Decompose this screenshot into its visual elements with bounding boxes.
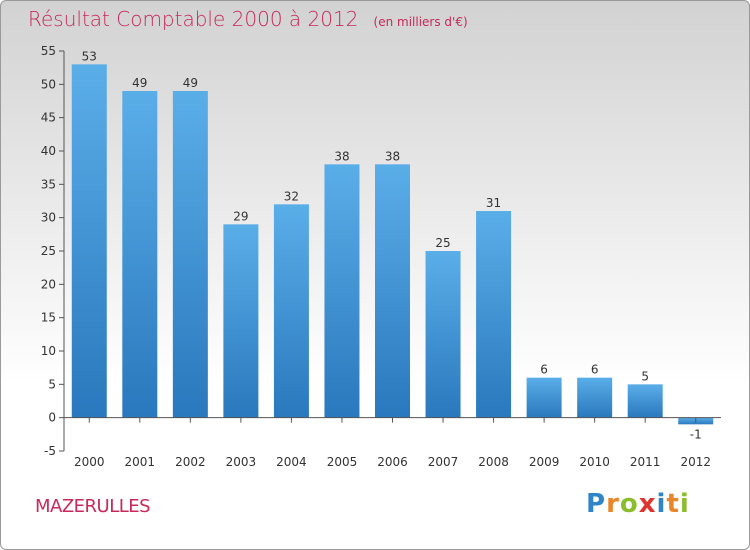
y-tick-label: 35 xyxy=(41,177,56,191)
y-tick-label: 5 xyxy=(48,377,56,391)
bar-2003 xyxy=(223,224,259,418)
chart-title: Résultat Comptable 2000 à 2012 xyxy=(28,7,359,31)
bar-2011 xyxy=(627,384,663,418)
data-label-2005: 38 xyxy=(334,149,349,163)
y-axis: -5 0 5 10 15 20 25 30 35 40 45 50 55 xyxy=(41,44,65,458)
bar-2007 xyxy=(425,251,461,418)
logo-letter: x xyxy=(638,489,657,519)
x-axis: 2000 2001 2002 2003 2004 2005 2006 2007 2008 2009… xyxy=(64,417,721,469)
y-tick-label: 0 xyxy=(48,411,56,425)
x-tick-label: 2004 xyxy=(276,455,307,469)
logo-letter: P xyxy=(586,489,607,519)
data-label-2011: 5 xyxy=(641,369,649,383)
y-tick-label: 50 xyxy=(41,77,56,91)
bar-2006 xyxy=(375,164,410,418)
x-tick-label: 2007 xyxy=(428,455,459,469)
y-tick-label: -5 xyxy=(44,444,56,458)
x-tick-label: 2011 xyxy=(630,455,661,469)
y-tick-label: 40 xyxy=(41,144,56,158)
logo-letter: i xyxy=(656,489,667,519)
logo-letter: t xyxy=(666,489,680,519)
bar-2001 xyxy=(122,91,158,418)
y-tick-label: 45 xyxy=(41,111,56,125)
x-tick-label: 2006 xyxy=(377,455,408,469)
bar-2005 xyxy=(324,164,360,418)
logo-letter: o xyxy=(619,489,639,519)
proxiti-logo: Proxiti xyxy=(586,489,690,519)
x-tick-label: 2000 xyxy=(74,455,105,469)
x-tick-label: 2009 xyxy=(529,455,560,469)
x-tick-label: 2012 xyxy=(680,455,711,469)
y-tick-label: 55 xyxy=(41,44,56,58)
data-label-2012: -1 xyxy=(690,427,702,441)
bar-2000 xyxy=(71,64,107,418)
data-label-2002: 49 xyxy=(183,76,198,90)
data-label-2007: 25 xyxy=(435,236,450,250)
y-tick-label: 15 xyxy=(41,311,56,325)
x-tick-label: 2008 xyxy=(478,455,509,469)
logo-letter: r xyxy=(606,489,620,519)
data-label-2004: 32 xyxy=(284,189,299,203)
bar-2010 xyxy=(577,377,613,418)
data-label-2006: 38 xyxy=(385,149,400,163)
x-tick-label: 2010 xyxy=(579,455,610,469)
bar-2004 xyxy=(273,204,309,418)
x-tick-label: 2005 xyxy=(327,455,358,469)
data-label-2003: 29 xyxy=(233,209,248,223)
chart-subtitle: (en milliers d'€) xyxy=(373,15,468,29)
logo-letter: i xyxy=(679,489,690,519)
x-tick-label: 2003 xyxy=(226,455,257,469)
title-block: Résultat Comptable 2000 à 2012 (en milli… xyxy=(28,7,468,31)
y-tick-label: 20 xyxy=(41,277,56,291)
y-tick-label: 30 xyxy=(41,211,56,225)
bar-2009 xyxy=(526,377,562,418)
x-tick-label: 2001 xyxy=(125,455,156,469)
x-tick-label: 2002 xyxy=(175,455,206,469)
data-label-2000: 53 xyxy=(82,49,97,63)
bar-2002 xyxy=(172,91,208,418)
data-label-2010: 6 xyxy=(591,363,599,377)
bar-2008 xyxy=(476,211,512,418)
data-label-2008: 31 xyxy=(486,196,501,210)
y-tick-label: 25 xyxy=(41,244,56,258)
data-label-2001: 49 xyxy=(132,76,147,90)
y-tick-label: 10 xyxy=(41,344,56,358)
data-labels: 53 49 49 29 32 38 38 25 31 6 6 5 -1 xyxy=(82,49,702,441)
data-label-2009: 6 xyxy=(540,363,548,377)
commune-name: MAZERULLES xyxy=(35,496,151,517)
bars-group xyxy=(71,64,714,425)
